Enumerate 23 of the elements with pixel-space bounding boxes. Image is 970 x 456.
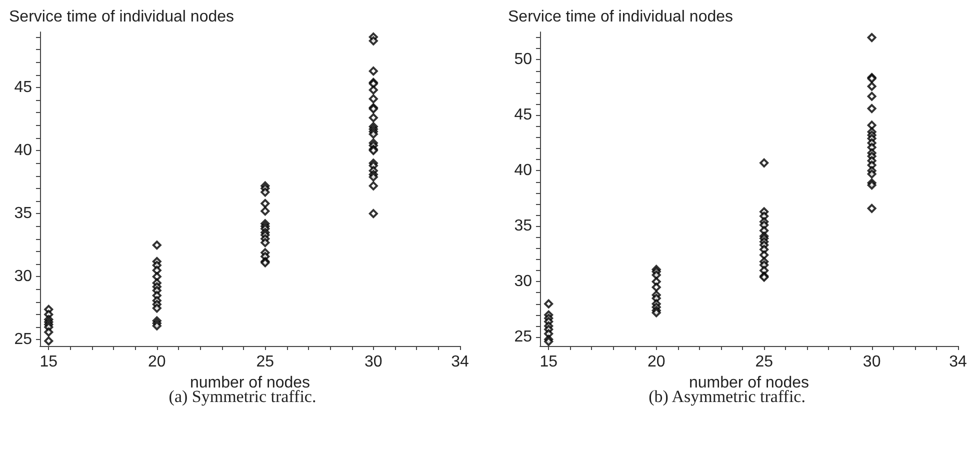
- y-tick-label: 45: [514, 106, 532, 124]
- y-tick-label: 50: [514, 51, 532, 68]
- x-tick-label: 30: [364, 354, 382, 370]
- y-tick-label: 45: [14, 78, 32, 96]
- x-tick-label: 15: [540, 354, 558, 370]
- chart-title: Service time of individual nodes: [508, 8, 734, 26]
- x-tick-label: 15: [40, 354, 58, 370]
- y-tick-label: 40: [514, 162, 532, 180]
- x-tick-label: 25: [755, 354, 774, 370]
- y-tick-label: 35: [14, 205, 32, 222]
- y-tick-label: 25: [514, 328, 532, 346]
- x-tick-label: 20: [647, 354, 666, 370]
- x-tick-label: 34: [451, 354, 469, 370]
- chart-title: Service time of individual nodes: [9, 8, 234, 26]
- x-tick-label: 34: [949, 354, 967, 370]
- y-tick-label: 25: [14, 331, 32, 348]
- x-tick-label: 25: [256, 354, 274, 370]
- x-tick-label: 20: [148, 354, 166, 370]
- x-tick-label: 30: [862, 354, 881, 370]
- y-tick-label: 30: [514, 273, 532, 290]
- y-tick-label: 35: [514, 218, 532, 235]
- y-tick-label: 40: [14, 142, 32, 160]
- y-tick-label: 30: [14, 268, 32, 286]
